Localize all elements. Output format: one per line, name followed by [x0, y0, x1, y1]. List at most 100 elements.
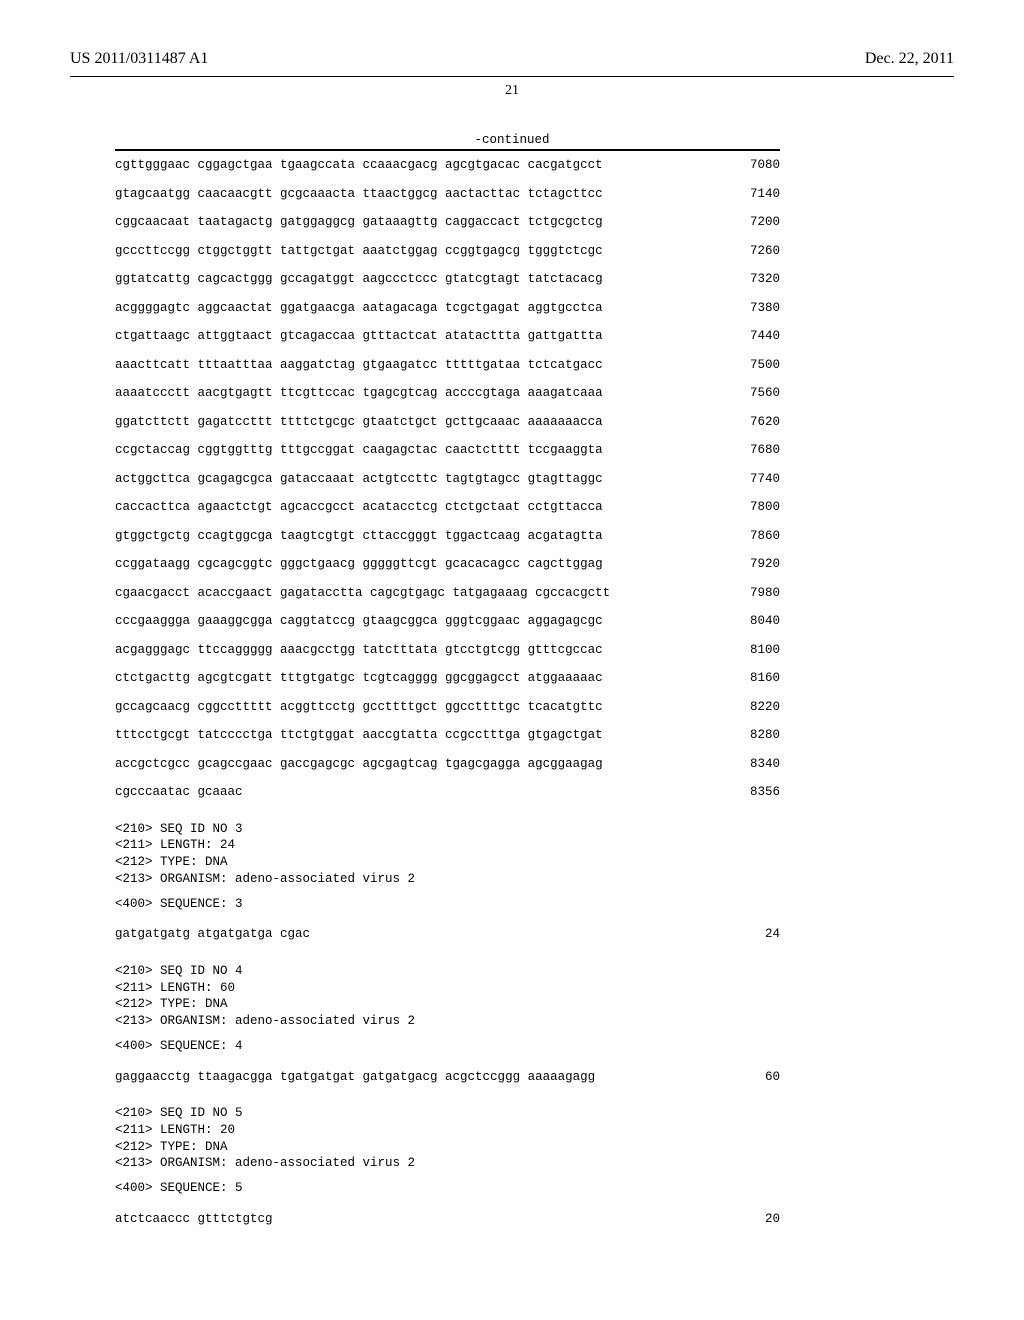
sequence-label: <400> SEQUENCE: 3: [115, 896, 780, 913]
sequence-text: cgaacgacct acaccgaact gagatacctta cagcgt…: [115, 587, 610, 600]
sequence-row: acggggagtc aggcaactat ggatgaacga aatagac…: [115, 294, 780, 323]
sequence-meta-line: <212> TYPE: DNA: [115, 996, 780, 1013]
sequence-row: gtggctgctg ccagtggcga taagtcgtgt cttaccg…: [115, 522, 780, 551]
sequence-position: 7440: [750, 330, 780, 343]
sequence-text: ccggataagg cgcagcggtc gggctgaacg gggggtt…: [115, 558, 603, 571]
sequence-text: atctcaaccc gtttctgtcg: [115, 1213, 273, 1226]
sequence-text: gcccttccgg ctggctggtt tattgctgat aaatctg…: [115, 245, 603, 258]
sequence-text: actggcttca gcagagcgca gataccaaat actgtcc…: [115, 473, 603, 486]
sequence-position: 7620: [750, 416, 780, 429]
sequence-position: 7260: [750, 245, 780, 258]
page-header: US 2011/0311487 A1 Dec. 22, 2011: [70, 50, 954, 68]
sequence-text: accgctcgcc gcagccgaac gaccgagcgc agcgagt…: [115, 758, 603, 771]
sequence-position: 7800: [750, 501, 780, 514]
sequence-meta-line: <213> ORGANISM: adeno-associated virus 2: [115, 871, 780, 888]
page: US 2011/0311487 A1 Dec. 22, 2011 21 -con…: [0, 0, 1024, 1273]
sequence-row: cgaacgacct acaccgaact gagatacctta cagcgt…: [115, 579, 780, 608]
sequence-position: 7380: [750, 302, 780, 315]
sequence-position: 20: [765, 1213, 780, 1226]
sequence-row: ccgctaccag cggtggtttg tttgccggat caagagc…: [115, 436, 780, 465]
sequence-meta-line: <213> ORGANISM: adeno-associated virus 2: [115, 1013, 780, 1030]
sequence-position: 8100: [750, 644, 780, 657]
sequence-position: 7920: [750, 558, 780, 571]
sequence-meta-line: <210> SEQ ID NO 3: [115, 821, 780, 838]
sequence-text: aaaatccctt aacgtgagtt ttcgttccac tgagcgt…: [115, 387, 603, 400]
sequence-row: cccgaaggga gaaaggcgga caggtatccg gtaagcg…: [115, 607, 780, 636]
sequence-row: ggatcttctt gagatccttt ttttctgcgc gtaatct…: [115, 408, 780, 437]
sequence-label: <400> SEQUENCE: 5: [115, 1180, 780, 1197]
sequence-position: 24: [765, 928, 780, 941]
sequence-position: 7320: [750, 273, 780, 286]
sequence-row: gaggaacctg ttaagacgga tgatgatgat gatgatg…: [115, 1063, 780, 1092]
sequence-label: <400> SEQUENCE: 4: [115, 1038, 780, 1055]
sequence-meta-line: <213> ORGANISM: adeno-associated virus 2: [115, 1155, 780, 1172]
sequence-text: ccgctaccag cggtggtttg tttgccggat caagagc…: [115, 444, 603, 457]
sequence-meta-line: <212> TYPE: DNA: [115, 1139, 780, 1156]
sequence-text: cggcaacaat taatagactg gatggaggcg gataaag…: [115, 216, 603, 229]
sequence-text: acggggagtc aggcaactat ggatgaacga aatagac…: [115, 302, 603, 315]
sequence-position: 7200: [750, 216, 780, 229]
sequence-position: 7980: [750, 587, 780, 600]
sequence-row: ggtatcattg cagcactggg gccagatggt aagccct…: [115, 265, 780, 294]
sequence-text: ctgattaagc attggtaact gtcagaccaa gtttact…: [115, 330, 603, 343]
sequence-row: tttcctgcgt tatcccctga ttctgtggat aaccgta…: [115, 721, 780, 750]
header-rule: [70, 76, 954, 77]
sequence-row: gcccttccgg ctggctggtt tattgctgat aaatctg…: [115, 237, 780, 266]
continued-label: -continued: [70, 133, 954, 147]
sequence-position: 8340: [750, 758, 780, 771]
sequence-text: caccacttca agaactctgt agcaccgcct acatacc…: [115, 501, 603, 514]
sequence-text: gccagcaacg cggccttttt acggttcctg gcctttt…: [115, 701, 603, 714]
sequence-row: gtagcaatgg caacaacgtt gcgcaaacta ttaactg…: [115, 180, 780, 209]
sequence-row: accgctcgcc gcagccgaac gaccgagcgc agcgagt…: [115, 750, 780, 779]
sequence-meta-line: <210> SEQ ID NO 4: [115, 963, 780, 980]
sequence-position: 8220: [750, 701, 780, 714]
sequence-text: ctctgacttg agcgtcgatt tttgtgatgc tcgtcag…: [115, 672, 603, 685]
sequence-meta-line: <212> TYPE: DNA: [115, 854, 780, 871]
sequence-row: gatgatgatg atgatgatga cgac 24: [115, 920, 780, 949]
sequence-row: atctcaaccc gtttctgtcg 20: [115, 1205, 780, 1234]
sequence-text: cgttgggaac cggagctgaa tgaagccata ccaaacg…: [115, 159, 603, 172]
sequence-listing: cgttgggaac cggagctgaa tgaagccata ccaaacg…: [115, 149, 780, 1233]
sequence-meta-line: <211> LENGTH: 60: [115, 980, 780, 997]
sequence-row: actggcttca gcagagcgca gataccaaat actgtcc…: [115, 465, 780, 494]
sequence-text: ggatcttctt gagatccttt ttttctgcgc gtaatct…: [115, 416, 603, 429]
patent-number: US 2011/0311487 A1: [70, 50, 208, 68]
sequence-position: 7500: [750, 359, 780, 372]
sequence-position: 7560: [750, 387, 780, 400]
sequence-row: caccacttca agaactctgt agcaccgcct acatacc…: [115, 493, 780, 522]
sequence-position: 7140: [750, 188, 780, 201]
sequence-meta-line: <211> LENGTH: 24: [115, 837, 780, 854]
sequence-position: 7740: [750, 473, 780, 486]
sequence-meta-line: <210> SEQ ID NO 5: [115, 1105, 780, 1122]
sequence-text: cgcccaatac gcaaac: [115, 786, 243, 799]
sequence-row: acgagggagc ttccaggggg aaacgcctgg tatcttt…: [115, 636, 780, 665]
sequence-position: 8356: [750, 786, 780, 799]
sequence-text: aaacttcatt tttaatttaa aaggatctag gtgaaga…: [115, 359, 603, 372]
publication-date: Dec. 22, 2011: [865, 50, 954, 68]
sequence-position: 7680: [750, 444, 780, 457]
sequence-row: aaacttcatt tttaatttaa aaggatctag gtgaaga…: [115, 351, 780, 380]
sequence-position: 7080: [750, 159, 780, 172]
sequence-text: gaggaacctg ttaagacgga tgatgatgat gatgatg…: [115, 1071, 595, 1084]
sequence-position: 8280: [750, 729, 780, 742]
sequence-row: aaaatccctt aacgtgagtt ttcgttccac tgagcgt…: [115, 379, 780, 408]
sequence-row: ccggataagg cgcagcggtc gggctgaacg gggggtt…: [115, 550, 780, 579]
sequence-text: gtggctgctg ccagtggcga taagtcgtgt cttaccg…: [115, 530, 603, 543]
sequence-text: gtagcaatgg caacaacgtt gcgcaaacta ttaactg…: [115, 188, 603, 201]
sequence-row: cggcaacaat taatagactg gatggaggcg gataaag…: [115, 208, 780, 237]
sequence-row: cgcccaatac gcaaac 8356: [115, 778, 780, 807]
sequence-row: ctgattaagc attggtaact gtcagaccaa gtttact…: [115, 322, 780, 351]
sequence-position: 7860: [750, 530, 780, 543]
sequence-text: tttcctgcgt tatcccctga ttctgtggat aaccgta…: [115, 729, 603, 742]
sequence-text: ggtatcattg cagcactggg gccagatggt aagccct…: [115, 273, 603, 286]
sequence-text: cccgaaggga gaaaggcgga caggtatccg gtaagcg…: [115, 615, 603, 628]
sequence-text: gatgatgatg atgatgatga cgac: [115, 928, 310, 941]
sequence-row: cgttgggaac cggagctgaa tgaagccata ccaaacg…: [115, 151, 780, 180]
sequence-position: 60: [765, 1071, 780, 1084]
sequence-row: gccagcaacg cggccttttt acggttcctg gcctttt…: [115, 693, 780, 722]
sequence-position: 8040: [750, 615, 780, 628]
sequence-row: ctctgacttg agcgtcgatt tttgtgatgc tcgtcag…: [115, 664, 780, 693]
sequence-meta-line: <211> LENGTH: 20: [115, 1122, 780, 1139]
page-number: 21: [70, 83, 954, 99]
sequence-position: 8160: [750, 672, 780, 685]
